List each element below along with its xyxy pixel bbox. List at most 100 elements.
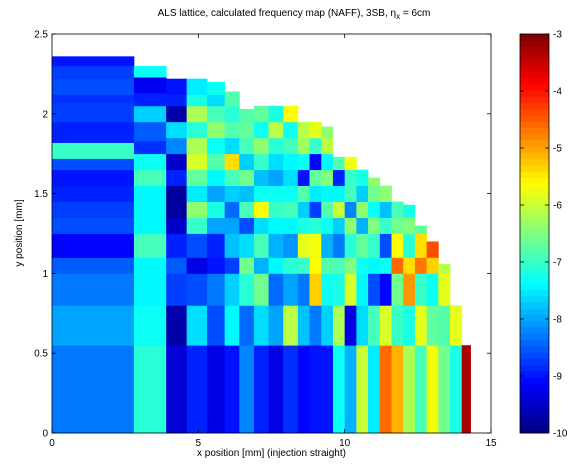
heatmap-cell <box>224 345 240 434</box>
heatmap-cell <box>283 153 299 171</box>
heatmap-cell <box>52 345 135 434</box>
heatmap-cell <box>239 121 255 139</box>
colorbar-segment <box>520 239 549 247</box>
heatmap-cell <box>52 201 135 218</box>
heatmap-cell <box>52 56 135 67</box>
heatmap-cell <box>224 233 240 258</box>
heatmap-cell <box>224 91 240 107</box>
heatmap-cell <box>186 105 208 123</box>
colorbar-segment <box>520 133 549 141</box>
heatmap-cell <box>186 153 208 171</box>
heatmap-cell <box>239 109 255 123</box>
heatmap-cell <box>368 257 381 274</box>
heatmap-cell <box>332 169 346 187</box>
heatmap-cell <box>207 305 226 346</box>
heatmap-cell <box>268 305 284 346</box>
heatmap-cell <box>450 345 463 434</box>
colorbar-segment <box>520 202 549 210</box>
colorbar-segment <box>520 252 549 259</box>
colorbar-segment <box>520 221 549 228</box>
heatmap-cell <box>166 78 188 96</box>
heatmap-cell <box>268 273 284 306</box>
heatmap-cell <box>283 137 299 155</box>
heatmap-cell <box>224 273 240 306</box>
heatmap-cell <box>52 257 135 274</box>
colorbar-segment <box>520 227 549 234</box>
heatmap-cell <box>344 305 357 346</box>
heatmap-cell <box>166 105 188 123</box>
colorbar-segment <box>520 71 549 79</box>
heatmap-cell <box>368 345 381 434</box>
heatmap-cell <box>344 217 357 234</box>
heatmap-cell <box>332 217 346 234</box>
heatmap-cell <box>403 233 416 258</box>
heatmap-cell <box>332 305 346 346</box>
heatmap-cell <box>297 273 310 306</box>
heatmap-cell <box>166 257 188 274</box>
heatmap-cell <box>207 273 226 306</box>
heatmap-cell <box>253 153 269 171</box>
y-axis-label: y position [mm] <box>14 199 25 266</box>
heatmap-cell <box>297 153 310 171</box>
heatmap-cell <box>297 305 310 346</box>
heatmap-cell <box>166 185 188 218</box>
heatmap-cell <box>309 345 322 434</box>
heatmap-cell <box>207 153 226 171</box>
heatmap-cell <box>344 169 357 187</box>
colorbar-segment <box>520 370 549 378</box>
x-axis-ticks: 0 5 10 15 <box>49 34 497 449</box>
heatmap-cell <box>309 169 322 187</box>
heatmap-cell <box>268 185 284 202</box>
heatmap-cell <box>133 169 167 187</box>
heatmap-cell <box>368 177 381 187</box>
heatmap-cell <box>52 185 135 202</box>
heatmap-cell <box>166 305 188 346</box>
heatmap-cell <box>379 201 392 218</box>
heatmap-cell <box>253 257 269 274</box>
heatmap-cell <box>253 305 269 346</box>
heatmap-cell <box>186 78 208 96</box>
colorbar-segment <box>520 389 549 397</box>
colorbar-segment <box>520 52 549 60</box>
heatmap-cell <box>283 121 299 139</box>
heatmap-cell <box>332 185 346 202</box>
heatmap-cell <box>268 169 284 187</box>
colorbar-segment <box>520 351 549 359</box>
heatmap-cell <box>224 121 240 139</box>
heatmap-cell <box>368 201 381 218</box>
x-tick-label: 5 <box>196 438 202 449</box>
heatmap-cell <box>224 137 240 155</box>
heatmap-cell <box>207 185 226 202</box>
colorbar-segment <box>520 58 549 66</box>
heatmap-cell <box>253 201 269 218</box>
heatmap-cell <box>438 263 451 274</box>
heatmap-cell <box>52 94 135 104</box>
colorbar-segment <box>520 314 549 322</box>
heatmap-cell <box>321 153 334 171</box>
heatmap-cell <box>239 153 255 171</box>
heatmap-cell <box>332 273 346 306</box>
colorbar-segment <box>520 264 549 272</box>
heatmap-cell <box>426 241 439 258</box>
colorbar-segment <box>520 327 549 334</box>
colorbar-tick-label: -8 <box>553 315 562 326</box>
heatmap-cell <box>239 233 255 258</box>
colorbar-segment <box>520 395 549 403</box>
colorbar-tick-label: -3 <box>553 30 562 41</box>
heatmap-cell <box>332 201 346 218</box>
heatmap-cell <box>186 305 208 346</box>
heatmap-cell <box>321 137 334 155</box>
heatmap-cell <box>356 345 369 434</box>
heatmap-cell <box>253 233 269 258</box>
heatmap-cell <box>52 102 135 123</box>
heatmap-cell <box>356 185 369 202</box>
heatmap-cell <box>207 94 226 107</box>
colorbar-tick-label: -6 <box>553 201 562 212</box>
heatmap-cell <box>297 233 310 258</box>
y-axis-ticks: 0 0.5 1 1.5 2 2.5 <box>34 30 491 440</box>
heatmap-cell <box>186 169 208 187</box>
heatmap-cell <box>391 273 404 306</box>
heatmap-cell <box>368 305 381 346</box>
x-axis-label: x position [mm] (injection straight) <box>197 448 346 459</box>
heatmap-cell <box>297 185 310 202</box>
